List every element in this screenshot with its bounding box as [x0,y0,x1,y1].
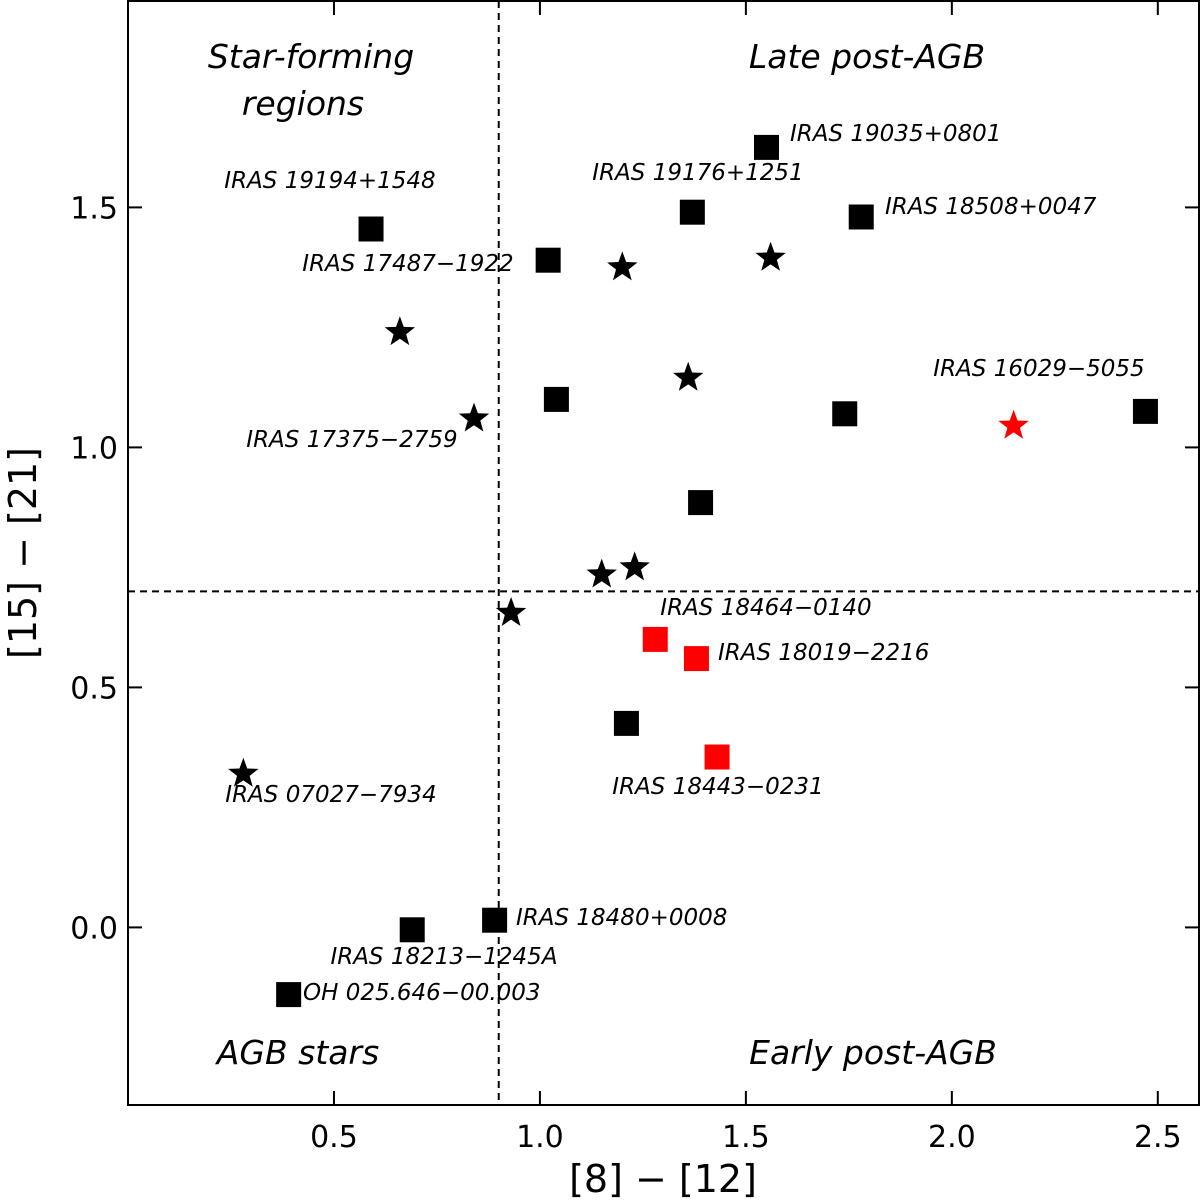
star-marker [586,558,617,588]
x-tick-label: 1.5 [722,1120,770,1155]
region-dividers [128,1,1199,1105]
star-marker [495,597,527,626]
x-tick-label: 2.0 [928,1120,976,1155]
square-marker [613,710,639,736]
point-label: IRAS 19176+1251 [592,160,803,186]
y-tick-label: 0.5 [70,671,118,706]
region-label-star-forming: Star-forming [208,37,414,76]
star-marker [607,251,638,281]
square-marker [276,982,302,1008]
point-label: IRAS 17487−1922 [302,251,513,277]
plot-frame [127,0,1200,1106]
red-square-marker [683,646,709,672]
point-label: IRAS 18508+0047 [885,194,1097,220]
point-label: IRAS 16029−5055 [933,356,1144,382]
y-axis-label: [15] − [21] [1,447,45,659]
star-marker [384,316,416,346]
x-axis-label: [8] − [12] [569,1157,757,1201]
square-marker [399,917,425,943]
red-square-marker [704,744,730,770]
region-labels: Star-forming regions Late post-AGB AGB star… [208,37,997,1072]
region-label-agb-stars: AGB stars [215,1033,379,1072]
point-label: OH 025.646−00.003 [303,980,541,1006]
y-tick-label: 0.0 [70,911,118,946]
point-label: IRAS 18213−1245A [330,944,557,970]
point-label: IRAS 18480+0008 [516,905,727,931]
square-marker [358,216,384,242]
star-marker [619,551,650,581]
square-marker [832,401,858,427]
x-tick-label: 2.5 [1134,1120,1182,1155]
point-label: IRAS 18464−0140 [660,595,871,621]
star-marker [228,757,259,787]
point-label: IRAS 07027−7934 [225,782,436,808]
region-label-early-post-agb: Early post-AGB [749,1033,997,1072]
point-labels: IRAS 19194+1548 IRAS 17487−1922 IRAS 19176… [224,121,1144,1006]
star-marker [673,361,704,391]
square-marker [1132,398,1158,424]
red-star-marker [998,409,1029,439]
point-label: IRAS 19194+1548 [224,168,435,194]
point-label: IRAS 19035+0801 [790,121,1001,147]
data-points [228,134,1158,1008]
axis-ticks: 0.5 1.0 1.5 2.0 2.5 0.0 0.5 1.0 1.5 [70,1,1199,1155]
square-marker [535,247,561,273]
point-label: IRAS 18443−0231 [612,774,823,800]
region-label-late-post-agb: Late post-AGB [749,37,985,76]
x-tick-label: 0.5 [310,1120,358,1155]
y-tick-label: 1.5 [70,191,118,226]
point-label: IRAS 18019−2216 [718,640,929,666]
square-marker [753,134,779,160]
region-label-star-forming: regions [242,84,364,123]
square-marker [482,907,508,933]
star-marker [755,241,786,271]
square-marker [848,204,874,230]
point-label: IRAS 17375−2759 [246,427,457,453]
star-marker [458,402,490,432]
square-marker [543,386,569,412]
red-square-marker [642,626,668,652]
square-marker [688,490,714,516]
y-tick-label: 1.0 [70,431,118,466]
square-marker [679,199,705,225]
x-tick-label: 1.0 [516,1120,564,1155]
